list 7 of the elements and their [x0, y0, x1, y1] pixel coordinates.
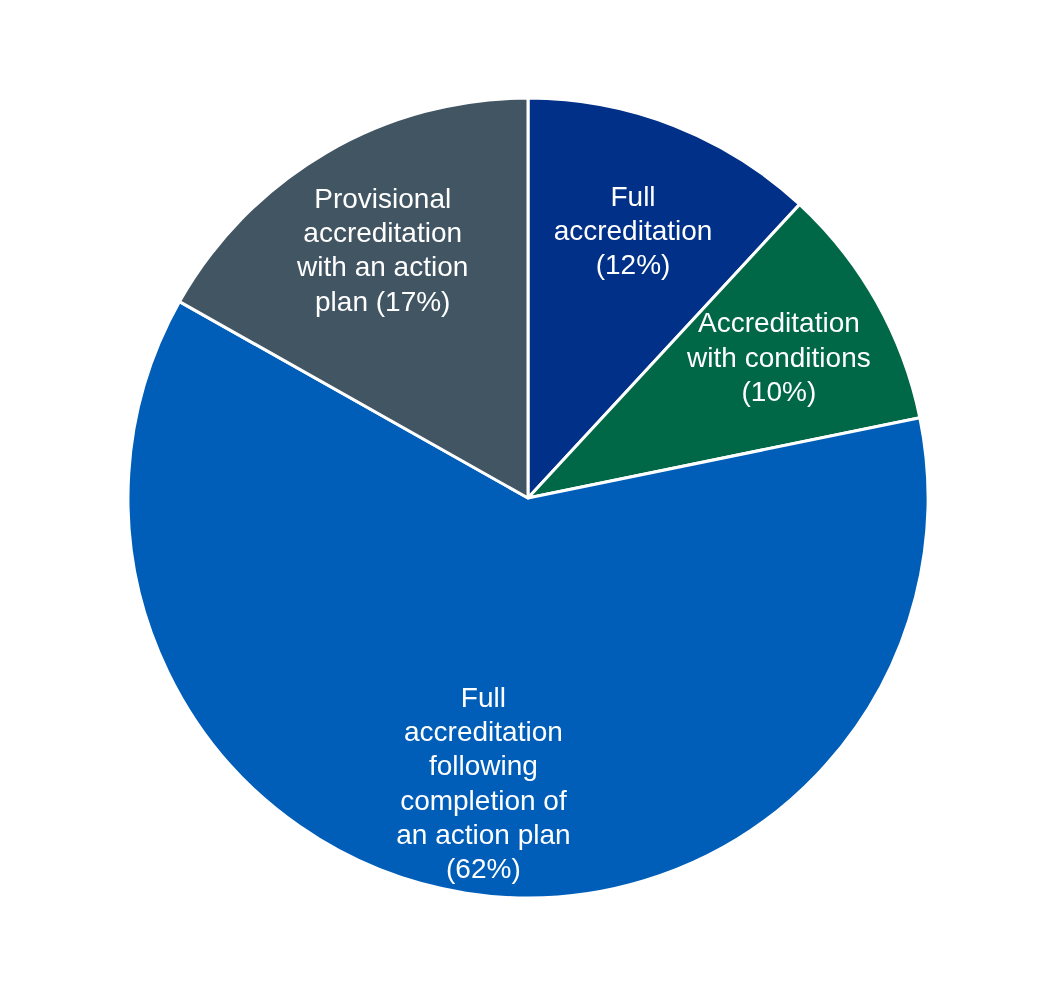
- data-label: (10%): [741, 375, 817, 407]
- slice-label: Provisional accreditation with an action plan (17%): [296, 182, 469, 317]
- data-label: (62%): [446, 852, 521, 884]
- slice-label: Accreditation with conditions: [686, 306, 871, 373]
- slice-label: Full accreditation following completion of an action plan: [396, 681, 571, 850]
- slice-label: Full accreditation: [553, 180, 713, 246]
- data-label: (12%): [595, 248, 671, 280]
